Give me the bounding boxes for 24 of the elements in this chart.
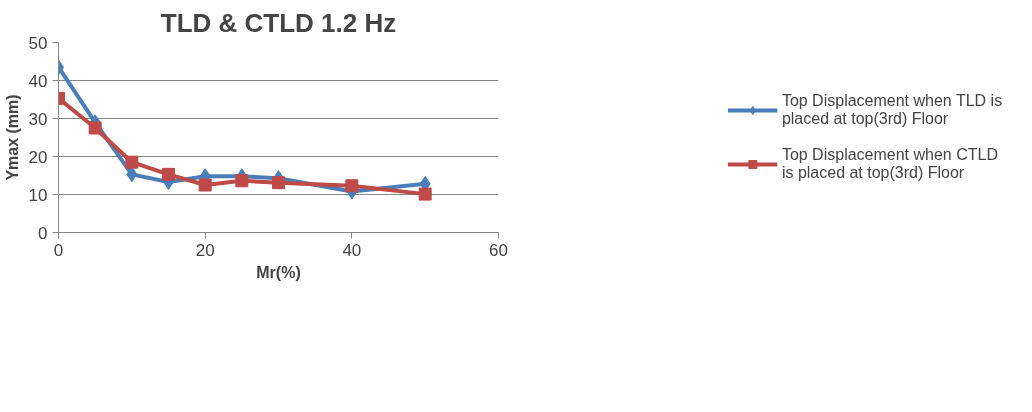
legend-label: Top Displacement when TLD is placed at top(3rd) Floor — [781, 91, 1003, 129]
y-tick-label: 20 — [28, 147, 48, 167]
x-tick-label: 40 — [342, 240, 362, 260]
y-tick-label: 10 — [28, 185, 48, 205]
point — [125, 155, 139, 169]
y-axis-title: Ymax (mm) — [3, 94, 21, 181]
point — [418, 187, 432, 201]
x-tick-label: 60 — [489, 240, 508, 260]
x-tick-label: 0 — [53, 240, 64, 260]
point — [162, 167, 175, 181]
point — [126, 166, 138, 183]
y-tick-label: 0 — [38, 223, 48, 243]
legend-label: Top Displacement when CTLD is placed at top(3rd) Floor — [781, 145, 998, 183]
point — [272, 176, 285, 190]
point — [235, 174, 249, 188]
x-tick-label: 20 — [195, 240, 215, 260]
chart-title: TLD & CTLD 1.2 Hz — [160, 7, 397, 38]
point — [88, 121, 102, 135]
y-tick-label: 50 — [28, 33, 48, 53]
y-tick-label: 40 — [28, 71, 48, 91]
point — [198, 178, 212, 192]
point — [345, 179, 359, 193]
y-tick-label: 30 — [28, 109, 48, 129]
x-axis-title: Mr(%) — [256, 263, 301, 281]
